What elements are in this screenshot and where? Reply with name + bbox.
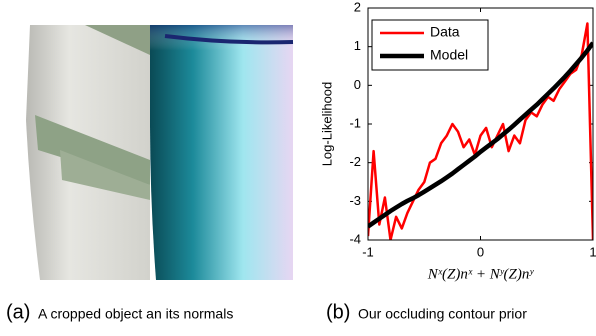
normal-map (150, 25, 294, 280)
legend-box (371, 19, 489, 71)
caption: Our occluding contour prior (358, 306, 527, 322)
legend-label: Model (430, 47, 468, 63)
legend-label: Data (430, 24, 460, 40)
y-tick-label: -1 (349, 115, 361, 130)
x-tick-label: 1 (589, 244, 596, 259)
series-line (368, 41, 593, 229)
y-tick-label: 1 (354, 38, 361, 53)
x-tick-label: 0 (477, 244, 484, 259)
y-tick-label: 0 (354, 77, 361, 92)
x-tick-label: -1 (362, 244, 374, 259)
caption: A cropped object an its normals (38, 306, 233, 322)
y-tick-label: -2 (349, 154, 361, 169)
plot-area (367, 7, 594, 241)
x-axis-label: Nˣ(Z)nˣ + Nʸ(Z)nʸ (427, 266, 535, 282)
y-axis-label: Log-Likelihood (319, 82, 334, 167)
chart: -4 -3 -2 -1 0 1 2 -1 0 1 Log-Likelihood Nˣ(Z)nˣ + N… (319, 0, 596, 282)
y-tick-label: -3 (349, 193, 361, 208)
caption-label: (b) (326, 301, 350, 323)
series-line (368, 22, 593, 240)
caption-label: (a) (6, 301, 30, 323)
cup-photo (26, 25, 150, 280)
y-tick-label: -4 (349, 231, 361, 246)
y-tick-label: 2 (354, 0, 361, 14)
